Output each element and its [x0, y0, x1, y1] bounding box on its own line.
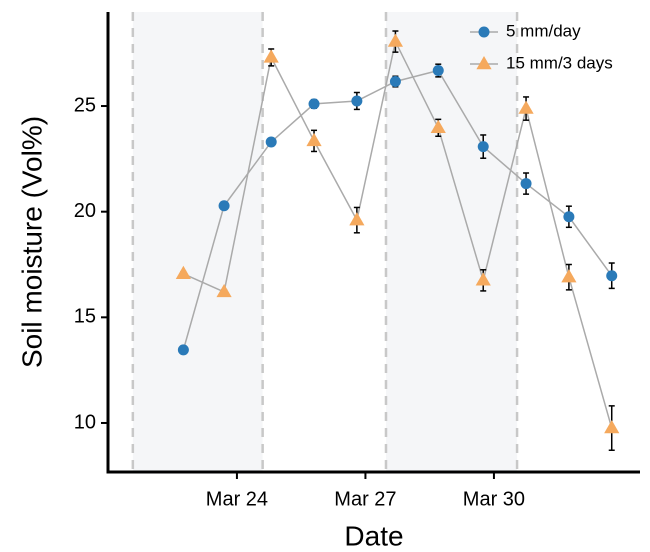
data-point	[475, 272, 491, 286]
data-point	[389, 76, 401, 88]
data-point	[351, 95, 363, 107]
data-point	[263, 49, 279, 63]
data-point	[306, 132, 322, 147]
data-point	[349, 212, 365, 226]
legend-marker	[478, 26, 490, 38]
x-tick-label: Mar 24	[206, 488, 268, 510]
data-point	[604, 420, 620, 434]
shaded-region	[385, 12, 518, 472]
shaded-region	[132, 12, 263, 472]
legend-label: 15 mm/3 days	[506, 53, 613, 72]
data-point	[175, 265, 191, 280]
data-point	[520, 178, 532, 190]
x-tick-label: Mar 27	[334, 488, 396, 510]
y-tick-label: 20	[74, 200, 96, 222]
data-point	[432, 65, 444, 77]
legend-marker	[476, 56, 492, 70]
data-point	[177, 344, 189, 356]
data-point	[561, 269, 577, 283]
legend-label: 5 mm/day	[506, 21, 581, 40]
data-point	[518, 100, 534, 114]
x-axis-title: Date	[344, 520, 403, 551]
y-tick-label: 15	[74, 306, 96, 328]
data-point	[216, 283, 232, 298]
y-tick-label: 25	[74, 94, 96, 116]
data-point	[606, 270, 618, 282]
y-tick-label: 10	[74, 411, 96, 433]
y-axis-title: Soil moisture (Vol%)	[16, 116, 47, 368]
data-point	[477, 141, 489, 153]
data-point	[430, 119, 446, 133]
data-point	[308, 98, 320, 110]
data-point	[387, 33, 404, 47]
data-point	[563, 211, 575, 223]
data-point	[265, 136, 277, 148]
x-tick-label: Mar 30	[463, 488, 525, 510]
data-point	[218, 200, 230, 212]
